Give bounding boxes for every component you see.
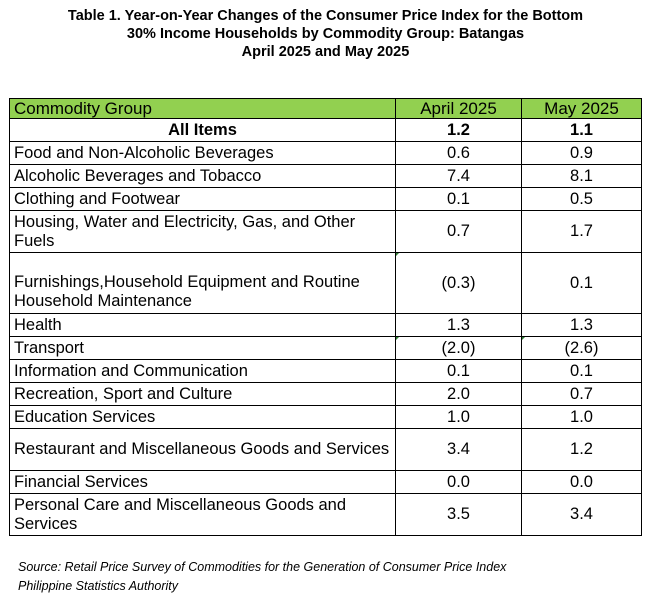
april-value: 0.6 bbox=[395, 141, 522, 165]
row-label: Recreation, Sport and Culture bbox=[9, 382, 396, 406]
april-value: 0.1 bbox=[395, 359, 522, 383]
title-line-2: 30% Income Households by Commodity Group… bbox=[126, 26, 525, 42]
row-label: Health bbox=[9, 313, 396, 337]
table-row: Food and Non-Alcoholic Beverages 0.6 0.9 bbox=[9, 141, 642, 165]
april-value: 2.0 bbox=[395, 382, 522, 406]
april-value: 1.3 bbox=[395, 313, 522, 337]
table-row: Transport (2.0) (2.6) bbox=[9, 336, 642, 360]
source-line-2: Philippine Statistics Authority bbox=[18, 579, 179, 593]
row-label: Furnishings,Household Equipment and Rout… bbox=[9, 252, 396, 314]
may-value: 1.0 bbox=[521, 405, 642, 429]
comment-marker-icon bbox=[522, 337, 526, 342]
table-row: Health 1.3 1.3 bbox=[9, 313, 642, 337]
source-note: Source: Retail Price Survey of Commoditi… bbox=[18, 558, 506, 596]
may-value: 1.1 bbox=[521, 118, 642, 142]
table-row: Furnishings,Household Equipment and Rout… bbox=[9, 252, 642, 314]
comment-marker-icon bbox=[396, 337, 400, 342]
row-label: Financial Services bbox=[9, 470, 396, 494]
title-line-1: Table 1. Year-on-Year Changes of the Con… bbox=[67, 8, 584, 24]
table-row: Restaurant and Miscellaneous Goods and S… bbox=[9, 428, 642, 471]
may-value: 1.3 bbox=[521, 313, 642, 337]
header-commodity-group: Commodity Group bbox=[9, 98, 396, 119]
comment-marker-icon bbox=[396, 253, 400, 258]
header-row: Commodity Group April 2025 May 2025 bbox=[9, 98, 642, 119]
may-value: (2.6) bbox=[521, 336, 642, 360]
may-value: 0.9 bbox=[521, 141, 642, 165]
april-value: 7.4 bbox=[395, 164, 522, 188]
april-value: 0.7 bbox=[395, 210, 522, 253]
april-value: 3.5 bbox=[395, 493, 522, 536]
april-value: 0.0 bbox=[395, 470, 522, 494]
april-value: 1.0 bbox=[395, 405, 522, 429]
header-may-2025: May 2025 bbox=[521, 98, 642, 119]
april-value: (0.3) bbox=[395, 252, 522, 314]
april-value: 0.1 bbox=[395, 187, 522, 211]
may-value-text: (2.6) bbox=[564, 338, 599, 357]
may-value: 0.1 bbox=[521, 252, 642, 314]
may-value: 0.1 bbox=[521, 359, 642, 383]
april-value: (2.0) bbox=[395, 336, 522, 360]
row-label: Information and Communication bbox=[9, 359, 396, 383]
row-label: Food and Non-Alcoholic Beverages bbox=[9, 141, 396, 165]
table-row: Personal Care and Miscellaneous Goods an… bbox=[9, 493, 642, 536]
row-label: Personal Care and Miscellaneous Goods an… bbox=[9, 493, 396, 536]
may-value: 1.2 bbox=[521, 428, 642, 471]
may-value: 3.4 bbox=[521, 493, 642, 536]
april-value-text: (2.0) bbox=[441, 338, 476, 357]
header-april-2025: April 2025 bbox=[395, 98, 522, 119]
row-label: All Items bbox=[9, 118, 396, 142]
title-line-3: April 2025 and May 2025 bbox=[241, 44, 410, 60]
row-label: Restaurant and Miscellaneous Goods and S… bbox=[9, 428, 396, 471]
table-row-all-items: All Items 1.2 1.1 bbox=[9, 118, 642, 142]
may-value: 0.7 bbox=[521, 382, 642, 406]
row-label: Alcoholic Beverages and Tobacco bbox=[9, 164, 396, 188]
may-value: 8.1 bbox=[521, 164, 642, 188]
table-row: Financial Services 0.0 0.0 bbox=[9, 470, 642, 494]
source-line-1: Source: Retail Price Survey of Commoditi… bbox=[18, 560, 507, 574]
table-row: Information and Communication 0.1 0.1 bbox=[9, 359, 642, 383]
april-value: 3.4 bbox=[395, 428, 522, 471]
cpi-table: Commodity Group April 2025 May 2025 All … bbox=[9, 98, 642, 536]
may-value: 0.5 bbox=[521, 187, 642, 211]
table-row: Recreation, Sport and Culture 2.0 0.7 bbox=[9, 382, 642, 406]
table-row: Housing, Water and Electricity, Gas, and… bbox=[9, 210, 642, 253]
april-value-text: (0.3) bbox=[441, 273, 476, 292]
may-value: 1.7 bbox=[521, 210, 642, 253]
may-value: 0.0 bbox=[521, 470, 642, 494]
row-label: Clothing and Footwear bbox=[9, 187, 396, 211]
table-row: Clothing and Footwear 0.1 0.5 bbox=[9, 187, 642, 211]
table-row: Alcoholic Beverages and Tobacco 7.4 8.1 bbox=[9, 164, 642, 188]
row-label: Housing, Water and Electricity, Gas, and… bbox=[9, 210, 396, 253]
table-row: Education Services 1.0 1.0 bbox=[9, 405, 642, 429]
row-label: Transport bbox=[9, 336, 396, 360]
row-label: Education Services bbox=[9, 405, 396, 429]
april-value: 1.2 bbox=[395, 118, 522, 142]
table-title: Table 1. Year-on-Year Changes of the Con… bbox=[0, 7, 651, 61]
